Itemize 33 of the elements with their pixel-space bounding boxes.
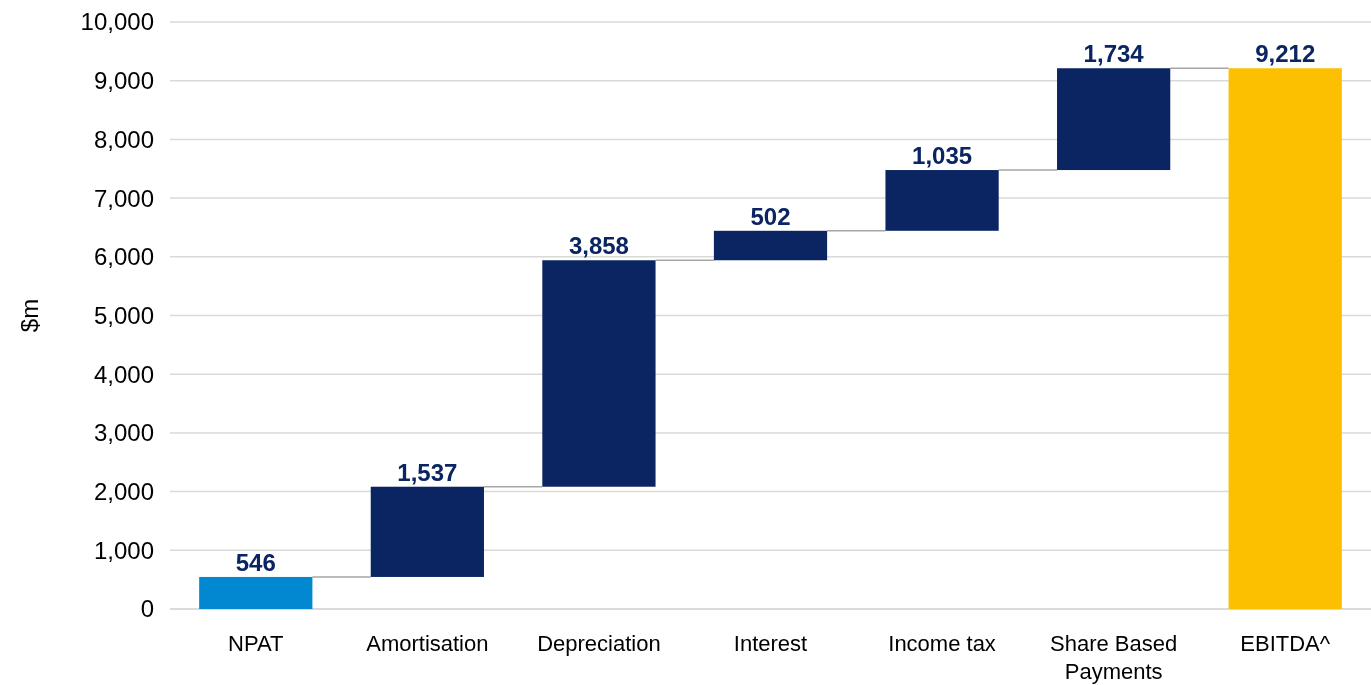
- x-tick-label: NPAT: [228, 631, 284, 656]
- y-tick-label: 4,000: [93, 360, 154, 388]
- x-tick-label: Share Based Payments: [1050, 631, 1178, 684]
- y-tick-label: 7,000: [93, 184, 154, 212]
- data-label: 9,212: [1255, 40, 1316, 68]
- y-tick-label: 8,000: [93, 125, 154, 153]
- y-tick-label: 1,000: [93, 536, 154, 564]
- x-tick-label: EBITDA^: [1240, 631, 1331, 656]
- bar: [370, 486, 484, 577]
- bar: [885, 170, 999, 231]
- y-tick-label: 3,000: [93, 419, 154, 447]
- bar: [1057, 68, 1171, 171]
- y-tick-label: 9,000: [93, 67, 154, 95]
- data-label: 1,035: [912, 142, 973, 170]
- y-tick-label: 0: [140, 595, 154, 623]
- bar: [199, 576, 313, 609]
- bar: [713, 230, 828, 261]
- y-axis-title: $m: [16, 298, 43, 333]
- x-tick-label: Interest: [733, 631, 808, 656]
- y-tick-label: 6,000: [93, 243, 154, 271]
- data-label: 502: [750, 202, 791, 230]
- x-tick-label: Amortisation: [366, 631, 489, 656]
- y-tick-label: 10,000: [80, 8, 154, 36]
- data-label: 1,734: [1083, 40, 1145, 68]
- bar: [542, 260, 656, 487]
- bar: [1228, 68, 1342, 609]
- data-label: 3,858: [568, 232, 629, 260]
- data-label: 1,537: [397, 458, 458, 486]
- y-tick-label: 5,000: [93, 301, 154, 329]
- y-tick-label: 2,000: [93, 478, 154, 505]
- x-tick-label: Income tax: [888, 631, 996, 656]
- data-label: 546: [235, 548, 276, 576]
- x-tick-label: Depreciation: [537, 631, 661, 656]
